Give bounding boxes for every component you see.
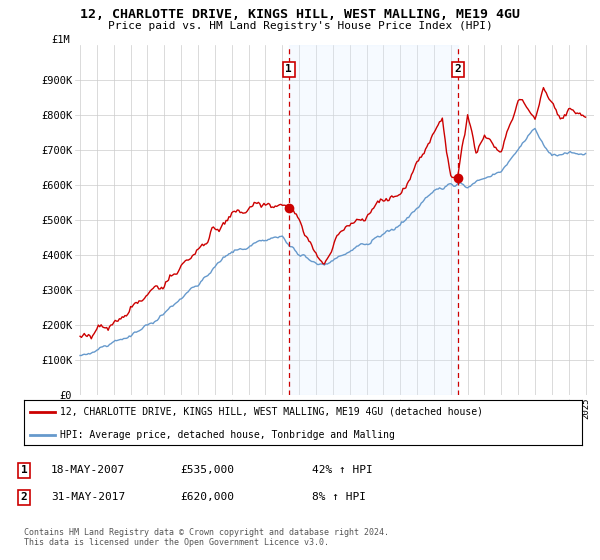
Text: Contains HM Land Registry data © Crown copyright and database right 2024.
This d: Contains HM Land Registry data © Crown c… [24,528,389,547]
Text: HPI: Average price, detached house, Tonbridge and Malling: HPI: Average price, detached house, Tonb… [60,430,395,440]
Text: 8% ↑ HPI: 8% ↑ HPI [312,492,366,502]
Text: £535,000: £535,000 [180,465,234,475]
Text: 1: 1 [20,465,28,475]
Text: 12, CHARLOTTE DRIVE, KINGS HILL, WEST MALLING, ME19 4GU: 12, CHARLOTTE DRIVE, KINGS HILL, WEST MA… [80,8,520,21]
Text: 42% ↑ HPI: 42% ↑ HPI [312,465,373,475]
Text: 18-MAY-2007: 18-MAY-2007 [51,465,125,475]
Text: Price paid vs. HM Land Registry's House Price Index (HPI): Price paid vs. HM Land Registry's House … [107,21,493,31]
Text: £620,000: £620,000 [180,492,234,502]
Text: 12, CHARLOTTE DRIVE, KINGS HILL, WEST MALLING, ME19 4GU (detached house): 12, CHARLOTTE DRIVE, KINGS HILL, WEST MA… [60,407,483,417]
Text: 1: 1 [285,64,292,74]
Text: 31-MAY-2017: 31-MAY-2017 [51,492,125,502]
Text: 2: 2 [454,64,461,74]
Text: £1M: £1M [51,35,70,45]
Bar [289,45,458,395]
Text: 2: 2 [20,492,28,502]
